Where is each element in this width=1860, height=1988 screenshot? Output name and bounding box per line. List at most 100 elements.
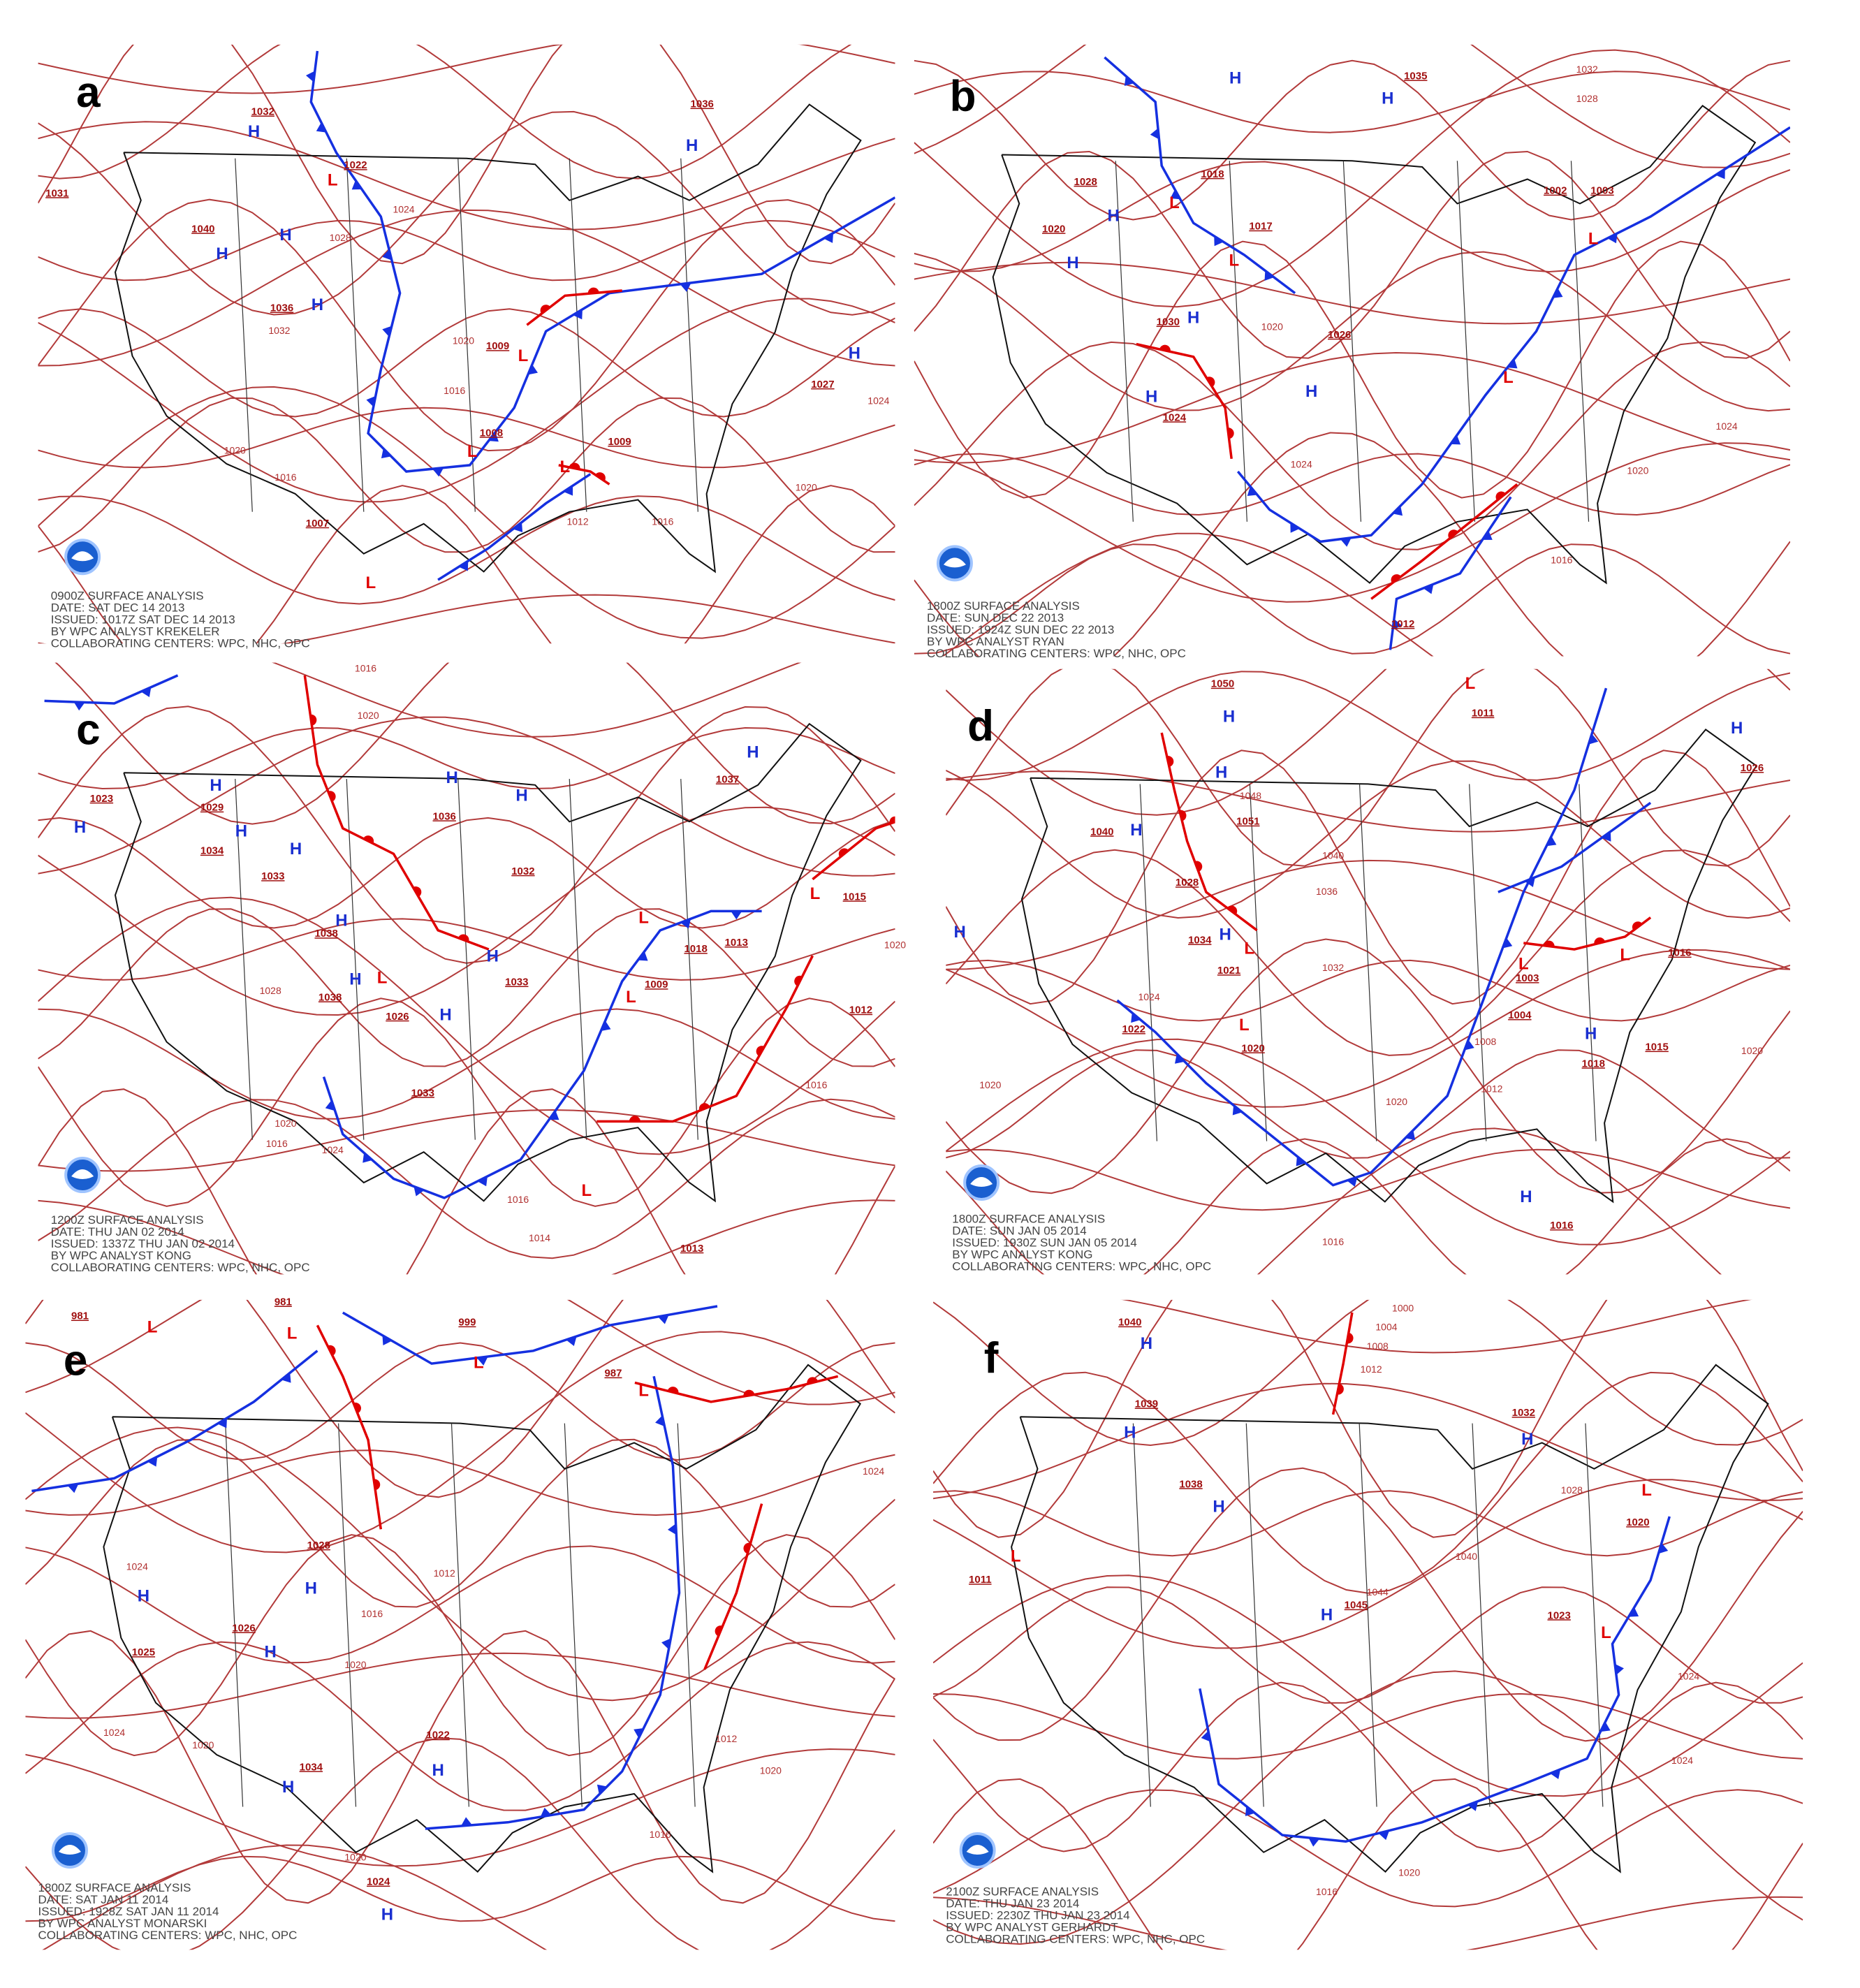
front-symbol [566, 1336, 577, 1346]
isobar [38, 1088, 895, 1275]
center-label: 1003 [1590, 185, 1613, 197]
isobar-label: 1024 [863, 1466, 884, 1477]
front-symbol [794, 975, 803, 986]
front-symbol [328, 1345, 336, 1356]
front-symbol [363, 1153, 373, 1163]
isobar [38, 594, 895, 644]
caption-line: ISSUED: 1928Z SAT JAN 11 2014 [38, 1905, 219, 1918]
center-label: 1015 [843, 891, 866, 902]
isobar [38, 896, 895, 1155]
front-symbol [1175, 1053, 1185, 1064]
isobar [946, 760, 1791, 919]
state-border [564, 1423, 583, 1807]
low-label: L [626, 988, 636, 1007]
isobar [38, 1008, 895, 1120]
front-symbol [458, 561, 469, 571]
front-symbol [1405, 1130, 1416, 1141]
state-border [1579, 784, 1597, 1141]
high-label: H [747, 743, 759, 762]
front-symbol [1450, 434, 1461, 445]
isobar [933, 1693, 1803, 1760]
isobar [38, 44, 895, 94]
center-label: 1020 [1626, 1516, 1649, 1528]
front-symbol [601, 1021, 611, 1031]
isobar [38, 495, 895, 605]
cold-front [1104, 56, 1296, 294]
isobar [914, 442, 1791, 603]
center-label: 1036 [433, 810, 456, 822]
coastline [114, 722, 862, 1203]
caption-line: DATE: SAT JAN 11 2014 [38, 1893, 169, 1906]
high-label: H [1141, 1334, 1152, 1353]
map [914, 44, 1791, 657]
front-symbol [1423, 584, 1434, 594]
high-label: H [1321, 1606, 1333, 1625]
front-symbol [1502, 937, 1513, 949]
isobar [914, 453, 1791, 516]
front-symbol [488, 432, 499, 442]
center-label: 1030 [1157, 316, 1180, 328]
isobar [914, 161, 1791, 273]
state-border [1456, 161, 1476, 522]
state-border [346, 158, 365, 512]
caption-line: 1800Z SURFACE ANALYSIS [952, 1212, 1105, 1225]
center-label: 1018 [1201, 168, 1224, 180]
front-symbol [366, 395, 376, 407]
isobar-label: 1024 [1716, 421, 1738, 432]
isobar-label: 1016 [361, 1608, 383, 1619]
front-symbol [1194, 861, 1203, 872]
high-label: H [282, 1778, 294, 1797]
caption-line: DATE: SUN DEC 22 2013 [927, 611, 1064, 624]
isobar-label: 1004 [1375, 1322, 1397, 1333]
front-symbol [1482, 530, 1493, 540]
center-label: 1039 [1135, 1398, 1158, 1410]
front-symbol [573, 309, 583, 320]
low-label: L [1518, 954, 1529, 973]
low-label: L [1011, 1547, 1021, 1566]
front-symbol [477, 1176, 488, 1187]
front-symbol [889, 816, 895, 824]
front-symbol [1658, 1542, 1669, 1554]
isobar-label: 1016 [805, 1079, 827, 1090]
isobar [946, 849, 1791, 1056]
caption-line: COLLABORATING CENTERS: WPC, NHC, OPC [38, 1929, 298, 1942]
isobar [38, 121, 895, 231]
center-label: 1040 [1090, 826, 1113, 838]
caption-line: 0900Z SURFACE ANALYSIS [51, 589, 204, 602]
isobar [933, 1490, 1803, 1557]
low-label: L [1588, 229, 1599, 248]
front-symbol [715, 1625, 723, 1637]
center-label: 1034 [200, 845, 224, 857]
noaa-logo-bird [58, 1844, 81, 1855]
center-label: 981 [274, 1296, 292, 1308]
state-border [680, 158, 698, 512]
caption-line: BY WPC ANALYST RYAN [927, 635, 1064, 648]
high-label: H [1107, 206, 1119, 225]
front-symbol [1347, 1176, 1358, 1187]
front-symbol [413, 886, 422, 897]
front-symbol [1226, 905, 1238, 915]
caption-line: 1200Z SURFACE ANALYSIS [51, 1213, 204, 1227]
coastline [103, 1364, 862, 1873]
isobar-label: 1028 [260, 985, 281, 996]
high-label: H [305, 1579, 317, 1598]
center-label: 1018 [684, 943, 707, 955]
high-label: H [487, 947, 499, 965]
state-border [1570, 161, 1590, 522]
front-symbol [1308, 1837, 1320, 1847]
front-symbol [838, 848, 849, 858]
front-symbol [1201, 1730, 1210, 1742]
front-symbol [698, 1103, 710, 1111]
isobar [914, 351, 1791, 464]
front-symbol [1247, 486, 1258, 497]
isobar [25, 1855, 895, 1922]
low-label: L [474, 1353, 484, 1372]
isobar-label: 1036 [1316, 886, 1338, 897]
front-symbol [1245, 1806, 1255, 1816]
panel: 1024 1028 1032 1020 1016 1020 1016 1012 1016 1020… [38, 44, 895, 650]
center-label: 1029 [200, 802, 224, 814]
warm-front [596, 955, 814, 1123]
front-symbol [1615, 1663, 1624, 1675]
isobar [25, 1449, 895, 1516]
